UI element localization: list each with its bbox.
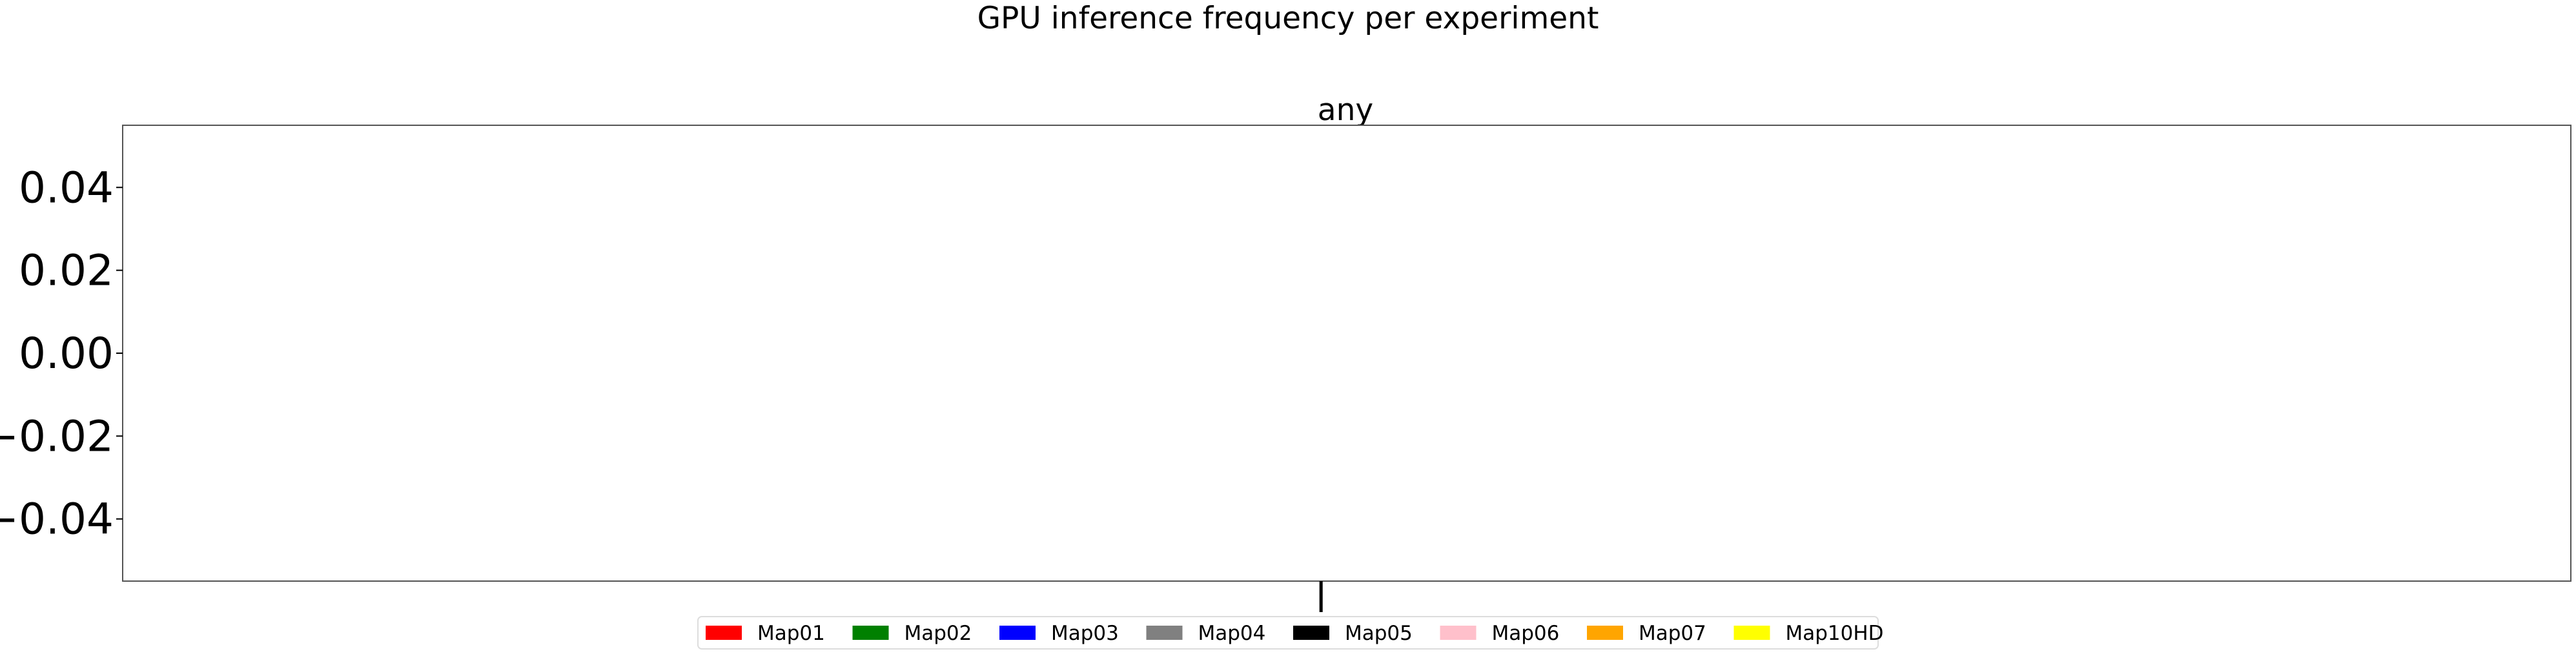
- legend-swatch-map04: [1146, 626, 1183, 640]
- legend: Map01 Map02 Map03 Map04 Map05 Map06 Map07 Map10…: [697, 616, 1884, 650]
- y-tick-label: −0.02: [0, 411, 114, 461]
- legend-swatch-map07: [1587, 626, 1623, 640]
- plot-area: [122, 125, 2571, 582]
- legend-frame: [697, 616, 1879, 650]
- legend-swatch-map06: [1440, 626, 1477, 640]
- legend-label-map07: Map07: [1639, 622, 1706, 645]
- legend-swatch-map05: [1293, 626, 1329, 640]
- legend-swatch-map10hd: [1733, 626, 1770, 640]
- legend-label-map02: Map02: [905, 622, 972, 645]
- legend-label-map06: Map06: [1492, 622, 1560, 645]
- y-tick-label: 0.04: [19, 163, 114, 212]
- legend-swatch-map03: [999, 626, 1036, 640]
- legend-label-map03: Map03: [1051, 622, 1119, 645]
- subplot-title: any: [1318, 92, 1373, 128]
- legend-label-map10hd: Map10HD: [1786, 622, 1884, 645]
- chart-title: GPU inference frequency per experiment: [977, 1, 1599, 36]
- legend-swatch-map02: [852, 626, 889, 640]
- y-tick-label: 0.02: [19, 246, 114, 296]
- legend-label-map05: Map05: [1345, 622, 1413, 645]
- legend-swatch-map01: [706, 626, 742, 640]
- y-tick-label: −0.04: [0, 495, 114, 544]
- y-axis: 0.04 0.02 0.00 −0.02 −0.04: [0, 163, 123, 544]
- y-tick-label: 0.00: [19, 329, 114, 378]
- legend-label-map01: Map01: [757, 622, 825, 645]
- legend-label-map04: Map04: [1198, 622, 1266, 645]
